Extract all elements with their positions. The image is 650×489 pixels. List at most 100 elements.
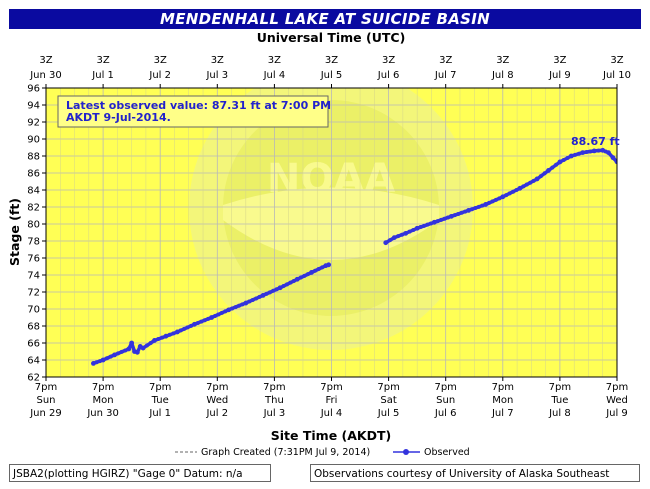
observed-point (610, 155, 616, 161)
observed-point (557, 159, 563, 165)
observed-point (403, 230, 409, 236)
observed-point (546, 168, 551, 173)
observed-point (580, 150, 586, 156)
y-tick-label: 80 (27, 220, 40, 231)
observed-point (606, 150, 611, 156)
bottom-tick-label: 7pm (434, 382, 456, 393)
top-tick-label: Jul 8 (491, 70, 514, 81)
bottom-tick-label: Tue (550, 395, 568, 406)
observed-point (182, 326, 187, 331)
observed-point (466, 208, 471, 213)
bottom-tick-label: Jul 1 (148, 408, 171, 419)
observed-point (407, 229, 412, 234)
observed-point (174, 329, 180, 335)
top-tick-label: Jul 2 (148, 70, 171, 81)
observed-point (178, 328, 183, 333)
observed-point (431, 219, 437, 225)
observed-point (524, 182, 529, 187)
y-tick-label: 64 (27, 356, 40, 367)
observed-point (591, 148, 597, 154)
observed-point (202, 318, 207, 323)
annotation-line2: AKDT 9-Jul-2014. (66, 111, 171, 124)
y-tick-label: 92 (27, 118, 40, 129)
observed-point (213, 313, 218, 318)
bottom-tick-label: 7pm (263, 382, 285, 393)
observed-point (411, 227, 416, 232)
observed-point (388, 238, 393, 243)
observed-point (531, 178, 536, 183)
y-tick-label: 82 (27, 203, 40, 214)
top-axis-title: Universal Time (UTC) (257, 30, 406, 45)
bottom-tick-label: Jul 9 (605, 408, 628, 419)
observed-point (428, 221, 433, 226)
bottom-tick-label: Wed (606, 395, 628, 406)
observed-point (469, 207, 474, 212)
observed-point (463, 209, 468, 214)
observed-point (90, 361, 96, 366)
observed-point (267, 290, 272, 295)
observed-point (100, 357, 106, 363)
observed-point (209, 315, 214, 320)
observed-point (326, 262, 332, 268)
observed-point (123, 348, 128, 353)
y-axis-title: Stage (ft) (7, 198, 22, 266)
observed-point (565, 155, 570, 160)
top-tick-label: 3Z (439, 55, 452, 66)
observed-point (476, 204, 481, 209)
chart-title: MENDENHALL LAKE AT SUICIDE BASIN (9, 9, 641, 29)
y-tick-label: 78 (27, 237, 40, 248)
bottom-tick-label: Jul 5 (377, 408, 400, 419)
observed-point (206, 316, 211, 321)
observed-point (271, 288, 276, 293)
top-tick-label: 3Z (154, 55, 167, 66)
observed-point (247, 299, 252, 304)
legend-graph-created: Graph Created (7:31PM Jul 9, 2014) (201, 447, 370, 458)
observed-point (257, 294, 262, 299)
observed-point (116, 351, 121, 356)
observed-point (254, 296, 259, 301)
top-tick-label: Jul 3 (205, 70, 228, 81)
top-tick-label: Jul 9 (548, 70, 571, 81)
observed-point (189, 323, 194, 328)
bottom-tick-label: Sun (436, 395, 455, 406)
bottom-tick-labels: 7pm Sun Jun 29 7pm Mon Jun 30 7pm Tue Jul 1 7pm We… (29, 377, 628, 419)
observed-point (425, 222, 430, 227)
observed-point (493, 197, 498, 202)
annotation-line1: Latest observed value: 87.31 ft at 7:00 … (66, 99, 331, 112)
observed-point (294, 276, 300, 282)
observed-point (104, 356, 109, 361)
observed-point (538, 174, 543, 179)
observed-point (528, 180, 533, 185)
annotation-box: Latest observed value: 87.31 ft at 7:00 … (57, 95, 331, 128)
observed-point (418, 225, 423, 230)
top-tick-label: 3Z (39, 55, 52, 66)
top-tick-label: 3Z (496, 55, 509, 66)
top-tick-label: 3Z (211, 55, 224, 66)
observed-point (504, 193, 509, 198)
observed-point (435, 219, 440, 224)
legend: Graph Created (7:31PM Jul 9, 2014) Obser… (175, 447, 470, 458)
observed-point (223, 309, 228, 314)
observed-point (497, 196, 502, 201)
bottom-tick-label: 7pm (92, 382, 114, 393)
y-tick-label: 68 (27, 322, 40, 333)
bottom-tick-label: Wed (206, 395, 228, 406)
top-tick-labels: 3Z Jun 30 3Z Jul 1 3Z Jul 2 3Z Jul 3 3Z Jul 4 3Z Ju… (29, 55, 631, 88)
observed-point (243, 300, 249, 306)
observed-point (487, 200, 492, 205)
observed-point (140, 345, 146, 351)
observed-point (396, 234, 401, 239)
legend-observed-marker (403, 449, 409, 455)
observed-point (480, 203, 485, 208)
y-tick-label: 72 (27, 288, 40, 299)
observed-point (171, 331, 176, 336)
top-tick-label: Jul 4 (263, 70, 286, 81)
observed-point (614, 159, 617, 165)
bottom-tick-label: 7pm (149, 382, 171, 393)
top-tick-label: 3Z (325, 55, 338, 66)
observed-point (517, 185, 523, 191)
observed-point (156, 337, 161, 342)
footer-gage-info: JSBA2(plotting HGIRZ) "Gage 0" Datum: n/… (9, 464, 271, 482)
observed-point (573, 152, 578, 157)
